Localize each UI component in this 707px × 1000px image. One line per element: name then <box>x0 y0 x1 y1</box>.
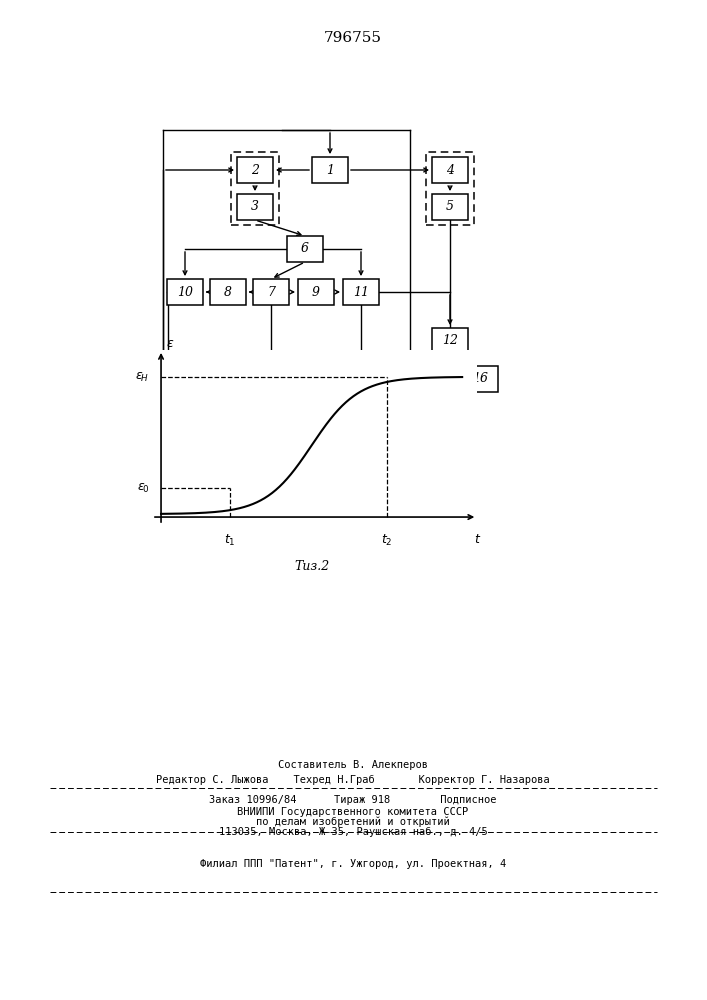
Text: $t_2$: $t_2$ <box>381 533 392 548</box>
Text: 14: 14 <box>377 372 393 385</box>
Text: 796755: 796755 <box>324 31 382 45</box>
Text: ВНИИПИ Государственного комитета СССР: ВНИИПИ Государственного комитета СССР <box>238 807 469 817</box>
Bar <box>298 279 334 305</box>
Text: 9: 9 <box>312 286 320 298</box>
Bar <box>432 157 468 183</box>
Bar <box>426 152 474 225</box>
Text: по делам изобретений и открытий: по делам изобретений и открытий <box>256 817 450 827</box>
Bar <box>287 236 323 262</box>
Text: 13: 13 <box>177 372 193 385</box>
Text: 10: 10 <box>177 286 193 298</box>
Text: 16: 16 <box>472 372 488 385</box>
Bar <box>167 279 203 305</box>
Text: 12: 12 <box>442 334 458 348</box>
Bar <box>231 152 279 225</box>
Text: 3: 3 <box>251 200 259 214</box>
Bar <box>167 366 203 392</box>
Text: 2: 2 <box>251 163 259 176</box>
Text: $\varepsilon_{\!0}$: $\varepsilon_{\!0}$ <box>136 482 149 495</box>
Bar <box>210 279 246 305</box>
Bar <box>253 279 289 305</box>
Text: 8: 8 <box>224 286 232 298</box>
Text: Составитель В. Алекперов: Составитель В. Алекперов <box>278 760 428 770</box>
Text: $t$: $t$ <box>474 533 481 546</box>
Text: 6: 6 <box>301 242 309 255</box>
Bar <box>412 366 448 392</box>
Text: $\varepsilon_{\!H}$: $\varepsilon_{\!H}$ <box>135 370 149 384</box>
Text: Редактор С. Лыжова    Техред Н.Граб       Корректор Г. Назарова: Редактор С. Лыжова Техред Н.Граб Коррект… <box>156 775 550 785</box>
Bar <box>462 366 498 392</box>
Text: Τиз.2: Τиз.2 <box>294 560 329 573</box>
Text: 7: 7 <box>267 286 275 298</box>
Text: Заказ 10996/84      Тираж 918        Подписное: Заказ 10996/84 Тираж 918 Подписное <box>209 795 497 805</box>
Text: $t_1$: $t_1$ <box>225 533 236 548</box>
Text: 4: 4 <box>446 163 454 176</box>
Bar <box>237 157 273 183</box>
Text: Филиал ППП "Патент", г. Ужгород, ул. Проектная, 4: Филиал ППП "Патент", г. Ужгород, ул. Про… <box>200 859 506 869</box>
Text: 5: 5 <box>446 200 454 214</box>
Bar <box>432 328 468 354</box>
Bar <box>312 157 348 183</box>
Text: 1: 1 <box>326 163 334 176</box>
Bar <box>237 194 273 220</box>
Bar <box>367 366 403 392</box>
Text: Τиз.1: Τиз.1 <box>247 448 283 462</box>
Text: 11: 11 <box>353 286 369 298</box>
Bar <box>343 279 379 305</box>
Text: 113035, Москва, Ж-35, Раушская наб., д. 4/5: 113035, Москва, Ж-35, Раушская наб., д. … <box>218 827 487 837</box>
Text: $\varepsilon$: $\varepsilon$ <box>165 337 174 350</box>
Bar <box>432 194 468 220</box>
Text: 15: 15 <box>422 372 438 385</box>
